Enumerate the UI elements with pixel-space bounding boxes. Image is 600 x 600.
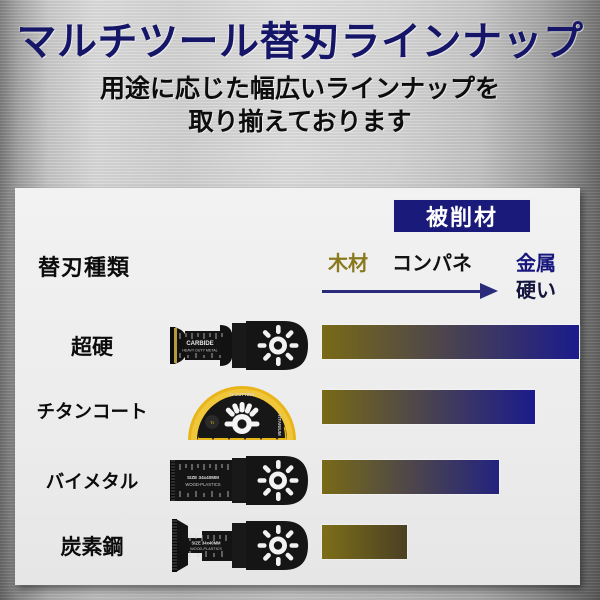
svg-text:CARBIDE: CARBIDE [186,341,213,347]
page-subtitle: 用途に応じた幅広いラインナップを 取り揃えております [0,73,600,139]
titanium-coated-segment-blade-icon: TI-CUTTING TITANIUM TI [188,386,296,440]
column-header-blade-type: 替刃種類 [38,255,131,280]
page-subtitle-line-2: 取り揃えております [188,108,412,136]
table-row: バイメタル [16,448,579,513]
hardness-bar-cell-bimetal [320,448,579,513]
arrow-right-icon [480,283,498,299]
blade-image-titanium: TI-CUTTING TITANIUM TI [168,378,320,443]
material-badge: 被削材 [392,198,532,234]
hardness-bar-carbide [322,325,579,359]
hardness-bar-cell-carbon-steel [320,513,579,578]
row-label-carbide: 超硬 [71,334,113,359]
svg-text:SIZE 34x40MM: SIZE 34x40MM [191,541,221,546]
bimetal-straight-blade-icon: SIZE 34x40MM WOOD-PLASTICS [170,456,308,505]
blade-image-bimetal: SIZE 34x40MM WOOD-PLASTICS [168,448,320,513]
svg-text:SIZE 34x40MM: SIZE 34x40MM [187,475,219,480]
material-label-wood: 木材 [328,253,368,275]
hardness-arrow-row: 硬い [320,278,580,308]
table-row: チタンコート [16,378,579,443]
row-label-titanium: チタンコート [36,402,148,423]
hardness-bar-bimetal [322,460,499,494]
svg-text:TITANIUM: TITANIUM [277,414,282,435]
arrow-line-icon [322,290,482,293]
hardness-arrow-label: 硬い [516,280,556,302]
material-label-plywood: コンパネ [392,253,472,275]
carbon-steel-narrow-blade-icon: SIZE 34x40MM WOOD-PLASTICS [172,519,308,572]
hardness-bar-cell-carbide [320,313,579,378]
row-label-carbon-steel: 炭素鋼 [60,534,124,559]
hardness-bar-cell-titanium [320,378,579,443]
row-label-bimetal: バイメタル [45,472,139,493]
page-title: マルチツール替刃ラインナップ [16,19,584,64]
table-row: 超硬 [16,313,579,378]
svg-text:TI: TI [210,420,214,425]
svg-text:TI-CUTTING: TI-CUTTING [229,392,255,397]
carbide-straight-blade-icon: CARBIDE HEAVY DUTY METAL [170,321,308,370]
table-row: 炭素鋼 [16,513,579,578]
blade-image-carbon-steel: SIZE 34x40MM WOOD-PLASTICS [168,513,320,578]
svg-text:WOOD-PLASTICS: WOOD-PLASTICS [190,547,222,551]
material-label-metal: 金属 [516,253,556,275]
hardness-bar-carbon-steel [322,525,407,559]
material-scale: 木材 コンパネ 金属 [320,247,580,275]
hardness-bar-titanium [322,390,535,424]
blade-image-carbide: CARBIDE HEAVY DUTY METAL [168,313,320,378]
svg-text:HEAVY DUTY METAL: HEAVY DUTY METAL [182,349,217,353]
comparison-table-card [15,188,580,585]
heading-block: マルチツール替刃ラインナップ 用途に応じた幅広いラインナップを 取り揃えておりま… [0,0,600,139]
page-subtitle-line-1: 用途に応じた幅広いラインナップを [99,75,500,103]
svg-text:WOOD-PLASTICS: WOOD-PLASTICS [185,482,220,487]
